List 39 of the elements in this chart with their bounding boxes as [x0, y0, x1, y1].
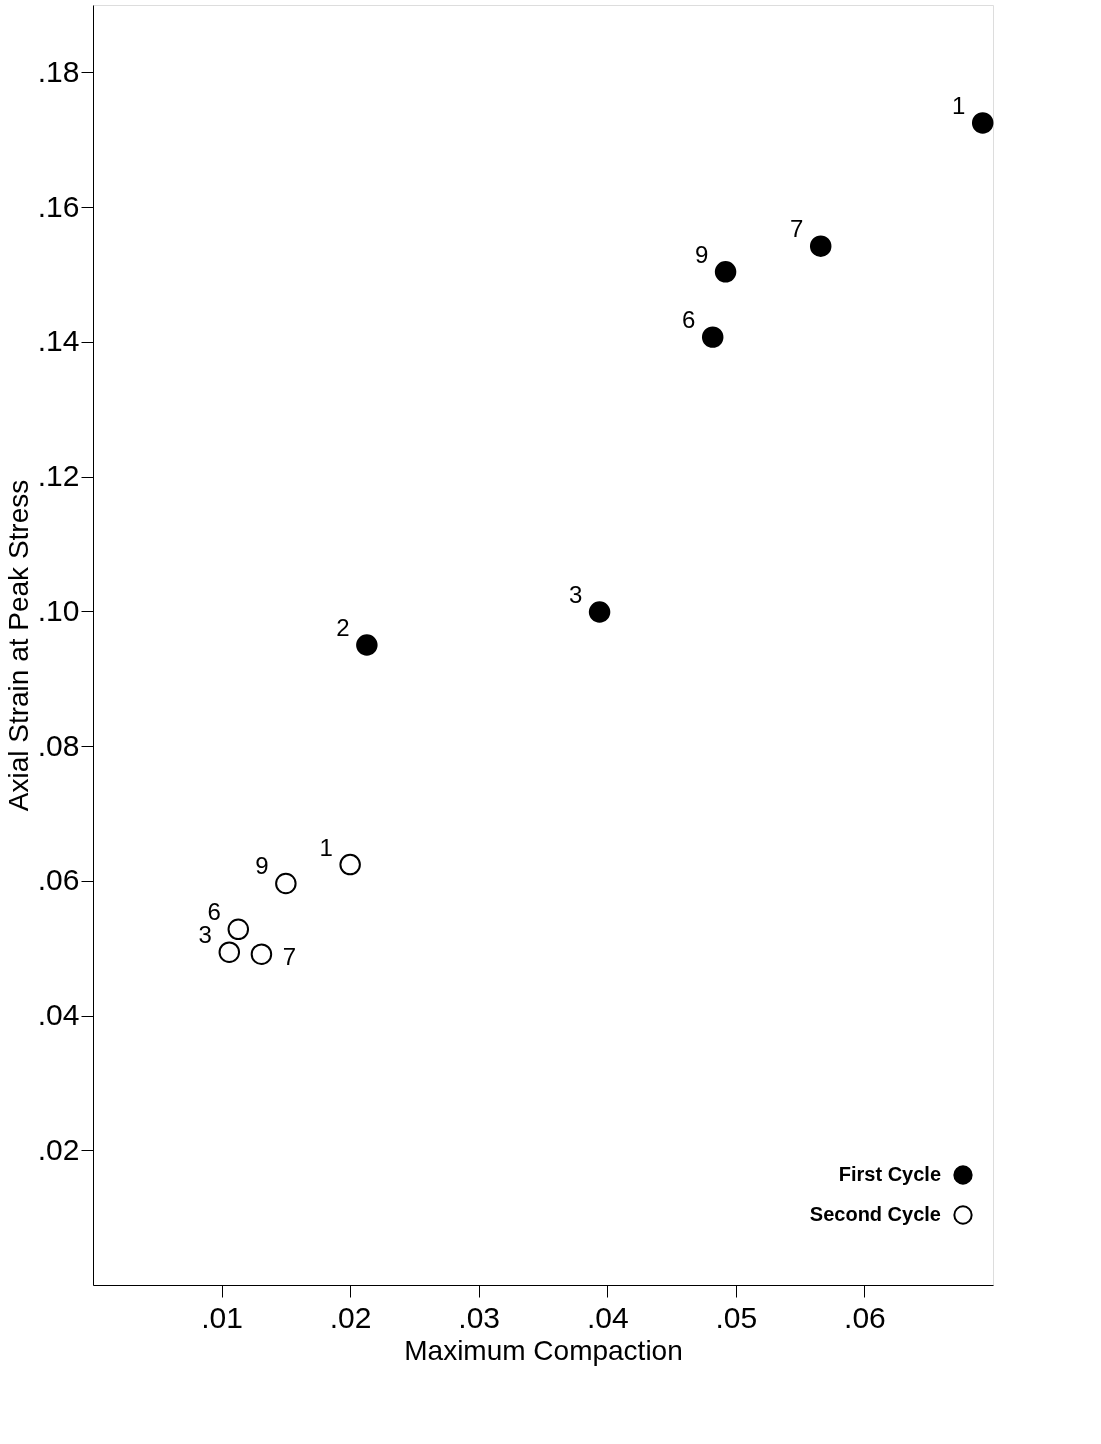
point — [227, 918, 250, 941]
legend-label: Second Cycle — [809, 1203, 941, 1225]
annotation: 1 — [319, 833, 333, 861]
point — [971, 112, 994, 134]
point — [809, 235, 832, 257]
point — [714, 261, 737, 283]
annotation: 1 — [952, 91, 966, 119]
point — [701, 326, 724, 348]
x-tick-label: .06 — [844, 1300, 886, 1334]
annotation: 9 — [694, 240, 709, 268]
annotation: 3 — [568, 580, 583, 608]
annotation: 9 — [255, 852, 269, 880]
x-tick-label: .02 — [329, 1300, 372, 1334]
x-tick-label: .01 — [201, 1300, 243, 1334]
annotation: 7 — [790, 215, 804, 243]
y-tick-label: .06 — [37, 863, 80, 897]
point — [250, 943, 273, 965]
annotation: 7 — [282, 943, 297, 971]
y-tick-label: .18 — [37, 54, 80, 88]
point — [339, 853, 361, 876]
y-tick-label: .04 — [37, 998, 80, 1032]
legend-label: First Cycle — [838, 1163, 941, 1185]
x-tick-label: .04 — [586, 1300, 629, 1334]
point — [356, 634, 378, 656]
y-tick-label: .12 — [37, 459, 80, 493]
point — [588, 601, 611, 623]
point — [275, 872, 297, 895]
x-axis-title: Maximum Compaction — [404, 1334, 683, 1366]
x-tick-label: .03 — [458, 1300, 501, 1334]
x-tick-label: .05 — [715, 1300, 758, 1334]
y-axis-title: Axial Strain at Peak Stress — [2, 479, 34, 812]
y-tick-label: .14 — [37, 324, 80, 358]
point — [218, 941, 241, 963]
y-tick-label: .02 — [37, 1132, 80, 1166]
y-tick-label: .16 — [37, 189, 80, 223]
annotation: 2 — [336, 614, 350, 641]
y-tick-label: .08 — [37, 728, 80, 762]
annotation: 6 — [682, 306, 696, 334]
y-tick-label: .10 — [37, 593, 80, 627]
